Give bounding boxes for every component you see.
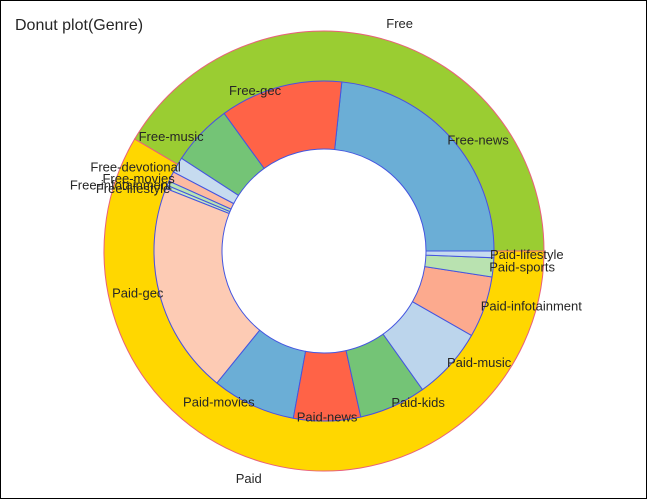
- inner-label-paid-kids: Paid-kids: [391, 395, 445, 410]
- inner-ring: [153, 80, 495, 422]
- inner-label-free-news: Free-news: [447, 132, 509, 147]
- inner-label-paid-news: Paid-news: [297, 409, 358, 424]
- inner-label-paid-lifestyle: Paid-lifestyle: [490, 247, 564, 262]
- outer-label-paid: Paid: [236, 471, 262, 486]
- inner-label-free-movies: Free-movies: [102, 171, 175, 186]
- inner-label-paid-sports: Paid-sports: [489, 260, 555, 275]
- inner-wedge-paid-lifestyle: [425, 250, 495, 259]
- inner-label-free-devotional: Free-devotional: [90, 160, 180, 175]
- inner-label-free-gec: Free-gec: [229, 83, 282, 98]
- outer-labels: Free Paid: [236, 16, 413, 486]
- inner-labels: Free-news Free-gec Free-music Free-devotion…: [70, 83, 582, 424]
- chart-title: Donut plot(Genre): [15, 17, 143, 34]
- inner-label-free-music: Free-music: [139, 129, 205, 144]
- inner-label-free-infotainment: Free-infotainment: [70, 177, 172, 192]
- inner-label-free-lifestyle: Free-lifestyle: [96, 181, 170, 196]
- inner-label-paid-movies: Paid-movies: [183, 394, 255, 409]
- inner-wedge-free-news: [334, 81, 495, 252]
- inner-label-paid-infotainment: Paid-infotainment: [481, 298, 583, 313]
- inner-label-paid-gec: Paid-gec: [112, 286, 164, 301]
- outer-label-free: Free: [386, 16, 413, 31]
- inner-label-paid-music: Paid-music: [447, 355, 512, 370]
